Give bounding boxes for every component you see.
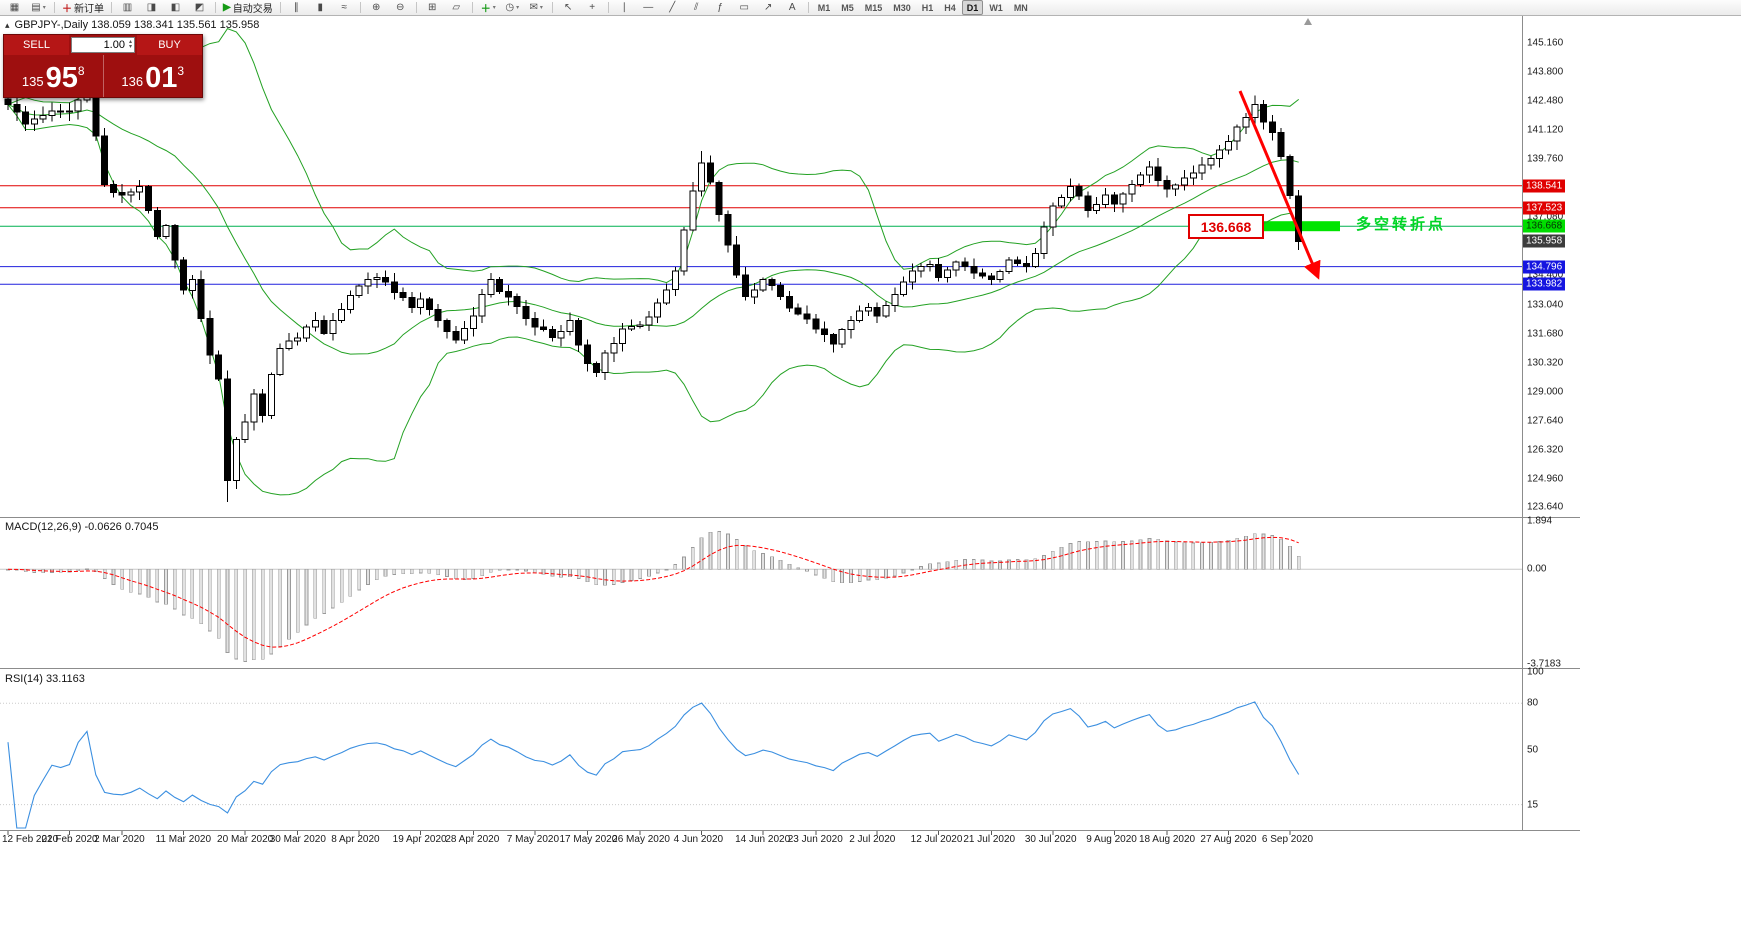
periods-icon[interactable]: ◷ ▾	[505, 2, 520, 13]
indicators-icon[interactable]: ＋ ▾	[480, 4, 496, 15]
candlestick-chart-icon[interactable]: ▮	[317, 2, 323, 13]
trend-arrow[interactable]	[1238, 90, 1321, 280]
timeframe-m30[interactable]: M30	[893, 2, 911, 13]
navigator-icon[interactable]: ◧	[170, 2, 181, 13]
chart-profiles-icon[interactable]: ▤ ▾	[31, 2, 46, 13]
text-icon[interactable]: A	[788, 2, 796, 13]
candlestick-series	[4, 86, 1303, 502]
cursor-icon[interactable]: ↖	[564, 2, 573, 13]
bar-chart-icon[interactable]: ∥	[293, 2, 299, 13]
equidistant-channel-icon[interactable]: ⫽	[693, 2, 699, 13]
data-window-icon[interactable]: ◨	[146, 2, 157, 13]
toolbar-separator	[807, 2, 809, 13]
chart-shift-marker[interactable]	[1304, 18, 1312, 25]
toolbar-separator	[415, 2, 417, 13]
timeframe-m5[interactable]: M5	[841, 2, 854, 13]
rsi-line	[7, 701, 1300, 829]
macd-signal-line	[7, 536, 1299, 648]
shapes-icon[interactable]: ▭	[739, 2, 749, 13]
toolbar-separator	[359, 2, 361, 13]
timeframe-mn[interactable]: MN	[1013, 2, 1028, 13]
cascade-windows-icon[interactable]: ▱	[452, 2, 461, 13]
panel-separators	[0, 16, 1580, 831]
timeframe-h4[interactable]: H4	[944, 2, 956, 13]
arrows-icon[interactable]: ↗	[764, 2, 773, 13]
auto-trading-button[interactable]: ▶ 自动交易	[223, 2, 273, 15]
zoom-in-icon[interactable]: ⊕	[372, 2, 381, 13]
rsi-levels	[0, 702, 1522, 806]
toolbar: ▦ ▤ ▾ ＋新订单 ▥ ◨ ◧ ◩ ▶ 自动交易 ∥ ▮ ≈ ⊕ ⊖ ⊞ ▱ ＋ ▾ ◷ ▾ ✉ ▾ ↖ + ∣ ― ╱ ⫽ ƒ ▭ ↗ A M…	[0, 0, 1741, 16]
date-ticks	[7, 831, 1291, 835]
zoom-out-icon[interactable]: ⊖	[396, 2, 405, 13]
toolbar-separator	[607, 2, 609, 13]
market-watch-icon[interactable]: ▥	[122, 2, 133, 13]
toolbar-separator	[551, 2, 553, 13]
line-chart-icon[interactable]: ≈	[341, 2, 347, 13]
timeframe-m1[interactable]: M1	[817, 2, 831, 13]
toolbar-separator	[54, 2, 55, 13]
new-order-button[interactable]: ＋新订单	[62, 4, 104, 15]
fibonacci-icon[interactable]: ƒ	[717, 2, 723, 13]
templates-icon[interactable]: ✉ ▾	[529, 2, 543, 13]
toolbar-separator	[215, 2, 216, 13]
macd-histogram	[6, 531, 1301, 662]
horizontal-lines[interactable]	[0, 185, 1522, 285]
timeframe-d1[interactable]: D1	[961, 0, 984, 15]
new-chart-icon[interactable]: ▦	[9, 2, 20, 13]
toolbar-separator	[471, 2, 473, 13]
timeframe-w1[interactable]: W1	[989, 2, 1003, 13]
bollinger-bands	[7, 27, 1300, 496]
toolbar-separator	[279, 2, 281, 13]
toolbar-separator	[111, 2, 112, 13]
tile-windows-icon[interactable]: ⊞	[428, 2, 437, 13]
vertical-line-icon[interactable]: ∣	[621, 2, 627, 13]
crosshair-icon[interactable]: +	[589, 2, 596, 13]
horizontal-line-icon[interactable]: ―	[643, 2, 654, 13]
trendline-icon[interactable]: ╱	[669, 2, 676, 13]
timeframe-m15[interactable]: M15	[864, 2, 883, 13]
terminal-icon[interactable]: ◩	[194, 2, 205, 13]
timeframe-h1[interactable]: H1	[921, 2, 934, 13]
